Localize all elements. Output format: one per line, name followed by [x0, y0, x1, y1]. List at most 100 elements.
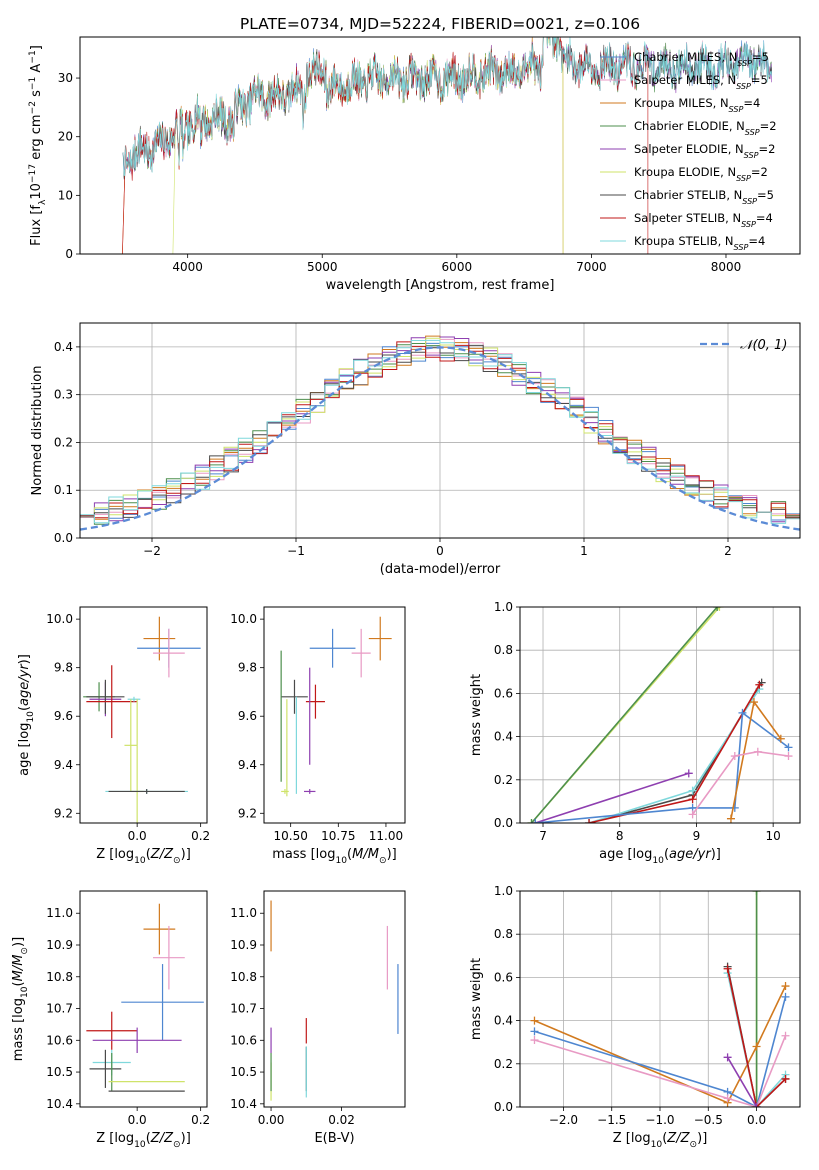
- weight-marker: [781, 982, 790, 991]
- plot-area: [270, 900, 399, 1101]
- x-tick-label: 0.2: [191, 1113, 210, 1127]
- axes-frame: [79, 890, 208, 1108]
- weight-marker: [530, 1016, 539, 1025]
- weight-marker: [688, 810, 697, 819]
- weight-series: [688, 747, 793, 819]
- weight-series: [752, 891, 761, 1107]
- weight-marker: [688, 795, 697, 804]
- x-tick-label: 10: [766, 829, 781, 843]
- x-axis-label: age [log10(age/yr)]: [599, 847, 721, 866]
- errorbar-point: [305, 684, 325, 719]
- y-tick-label: 10.9: [46, 938, 73, 952]
- x-axis-label: Z [log10(Z/Z⊙)]: [613, 1131, 708, 1150]
- y-axis-label: age [log10(age/yr)]: [17, 654, 36, 776]
- weight-vs-metallicity-plot: −2.0 −1.5 −1.0 −0.5 0.0 0.0 0.2 0.4 0.6 0.8 1.0 Z […: [469, 884, 801, 1150]
- x-axis-label: mass [log10(M/M⊙)]: [272, 847, 396, 866]
- y-tick-label: 0.8: [494, 643, 513, 657]
- x-tick-label: 11.00: [369, 829, 403, 843]
- age-vs-mass-plot: 10.50 10.75 11.00 9.2 9.4 9.6 9.8 10.0 mass [log…: [230, 606, 406, 866]
- y-tick-label: 10.5: [46, 1065, 73, 1079]
- weight-marker: [688, 786, 697, 795]
- x-tick-label: 0.00: [258, 1113, 285, 1127]
- errorbar-point: [153, 925, 185, 990]
- axes-frame: [79, 36, 801, 255]
- weight-marker: [752, 1042, 761, 1051]
- axes-frame: [519, 606, 801, 824]
- x-tick-label: −2: [143, 544, 161, 558]
- weight-marker: [776, 734, 785, 743]
- x-tick-label: 7000: [576, 260, 607, 274]
- y-tick-label: 10: [58, 188, 73, 202]
- x-tick-label: 0.0: [128, 1113, 147, 1127]
- weight-marker: [752, 891, 761, 895]
- x-tick-label: 7: [539, 829, 547, 843]
- residual-histogram: [80, 339, 800, 538]
- axes-frame: [79, 606, 208, 824]
- y-tick-label: 10.4: [46, 1097, 73, 1111]
- plot-area: [80, 335, 800, 538]
- y-axis-label: mass weight: [469, 674, 484, 756]
- weight-marker: [715, 607, 724, 611]
- y-tick-label: 9.2: [238, 806, 257, 820]
- x-tick-label: 0.0: [747, 1113, 766, 1127]
- weight-series: [531, 708, 793, 823]
- weight-series: [723, 1053, 761, 1107]
- weight-marker: [781, 1074, 790, 1083]
- x-tick-label: −0.5: [694, 1113, 723, 1127]
- y-tick-label: 1.0: [494, 884, 513, 898]
- y-tick-label: 0.8: [494, 927, 513, 941]
- legend-label: Salpeter STELIB, NSSP=4: [634, 211, 773, 229]
- plot-area: [280, 616, 392, 797]
- y-tick-label: 0.2: [494, 1057, 513, 1071]
- weight-series: [527, 607, 722, 823]
- weight-marker: [753, 747, 762, 756]
- x-tick-label: 1: [580, 544, 588, 558]
- weight-marker: [738, 708, 747, 717]
- legend-label: 𝒩(0, 1): [740, 338, 787, 353]
- weight-marker: [752, 1103, 761, 1107]
- weight-marker: [723, 1094, 732, 1103]
- x-tick-label: 8: [616, 829, 624, 843]
- x-tick-label: 8000: [711, 260, 742, 274]
- x-tick-label: 10.75: [321, 829, 355, 843]
- errorbar-point: [309, 628, 356, 668]
- y-axis-label: mass [log10(M/M⊙)]: [11, 937, 30, 1061]
- errorbar-point: [89, 1049, 122, 1088]
- weight-marker: [684, 769, 693, 778]
- x-tick-label: 5000: [307, 260, 338, 274]
- y-tick-label: 10.7: [230, 1002, 257, 1016]
- y-axis-label: Flux [fλ10−17 erg cm−2 s−1 A−1]: [28, 45, 48, 246]
- y-tick-label: 0.0: [494, 1100, 513, 1114]
- legend-label: Kroupa STELIB, NSSP=4: [634, 234, 765, 252]
- x-axis-label: (data-model)/error: [380, 562, 501, 577]
- y-tick-label: 0.4: [54, 340, 73, 354]
- y-tick-label: 0.2: [54, 435, 73, 449]
- y-tick-label: 30: [58, 71, 73, 85]
- y-tick-label: 10.9: [230, 938, 257, 952]
- errorbar-point: [153, 628, 185, 678]
- y-tick-label: 0.4: [494, 730, 513, 744]
- figure-title: PLATE=0734, MJD=52224, FIBERID=0021, z=0…: [240, 15, 640, 33]
- weight-series: [726, 698, 785, 823]
- y-tick-label: 9.6: [238, 709, 257, 723]
- y-tick-label: 10.4: [230, 1097, 257, 1111]
- y-tick-label: 10.0: [46, 612, 73, 626]
- x-tick-label: 0.0: [128, 829, 147, 843]
- y-tick-label: 11.0: [230, 906, 257, 920]
- y-tick-label: 0.0: [494, 816, 513, 830]
- weight-marker: [726, 814, 735, 823]
- x-tick-label: −1.0: [645, 1113, 674, 1127]
- x-tick-label: 0.02: [328, 1113, 355, 1127]
- x-tick-label: −1.5: [597, 1113, 626, 1127]
- legend-label: Chabrier MILES, NSSP=5: [634, 50, 769, 68]
- plot-area: [527, 607, 793, 823]
- errorbar-point: [281, 679, 308, 714]
- errorbar-point: [143, 903, 176, 955]
- errorbar-point: [351, 628, 371, 678]
- errorbar-point: [127, 696, 141, 702]
- plot-area: [86, 903, 204, 1092]
- legend-label: Kroupa MILES, NSSP=4: [634, 96, 760, 114]
- axes-frame: [79, 322, 801, 539]
- x-tick-label: 10.50: [273, 829, 307, 843]
- legend-label: Chabrier ELODIE, NSSP=2: [634, 119, 777, 137]
